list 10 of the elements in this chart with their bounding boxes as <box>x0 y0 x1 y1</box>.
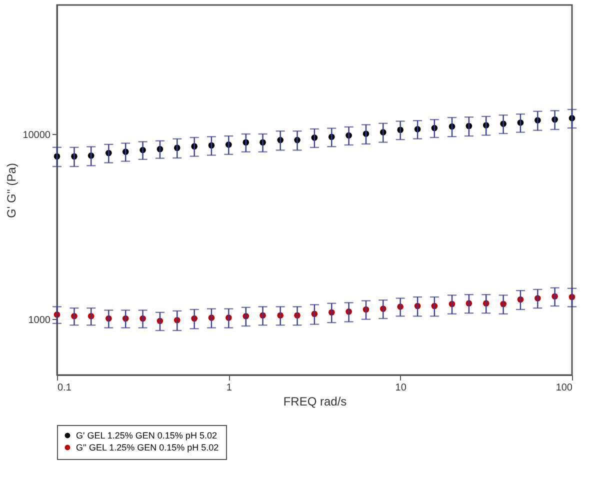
y-axis-title: G' G'' (Pa) <box>4 163 19 218</box>
y-tick-label: 10000 <box>22 130 51 141</box>
x-tick-label: 1 <box>226 382 232 394</box>
x-tick-label: 0.1 <box>58 382 72 394</box>
y-tick-label: 1000 <box>28 314 51 326</box>
x-axis-title: FREQ rad/s <box>283 394 347 408</box>
x-tick-label: 100 <box>556 382 573 394</box>
x-tick-label: 10 <box>395 382 407 394</box>
legend-label: G'' GEL 1.25% GEN 0.15% pH 5.02 <box>76 442 219 452</box>
legend-label: G' GEL 1.25% GEN 0.15% pH 5.02 <box>76 430 217 440</box>
